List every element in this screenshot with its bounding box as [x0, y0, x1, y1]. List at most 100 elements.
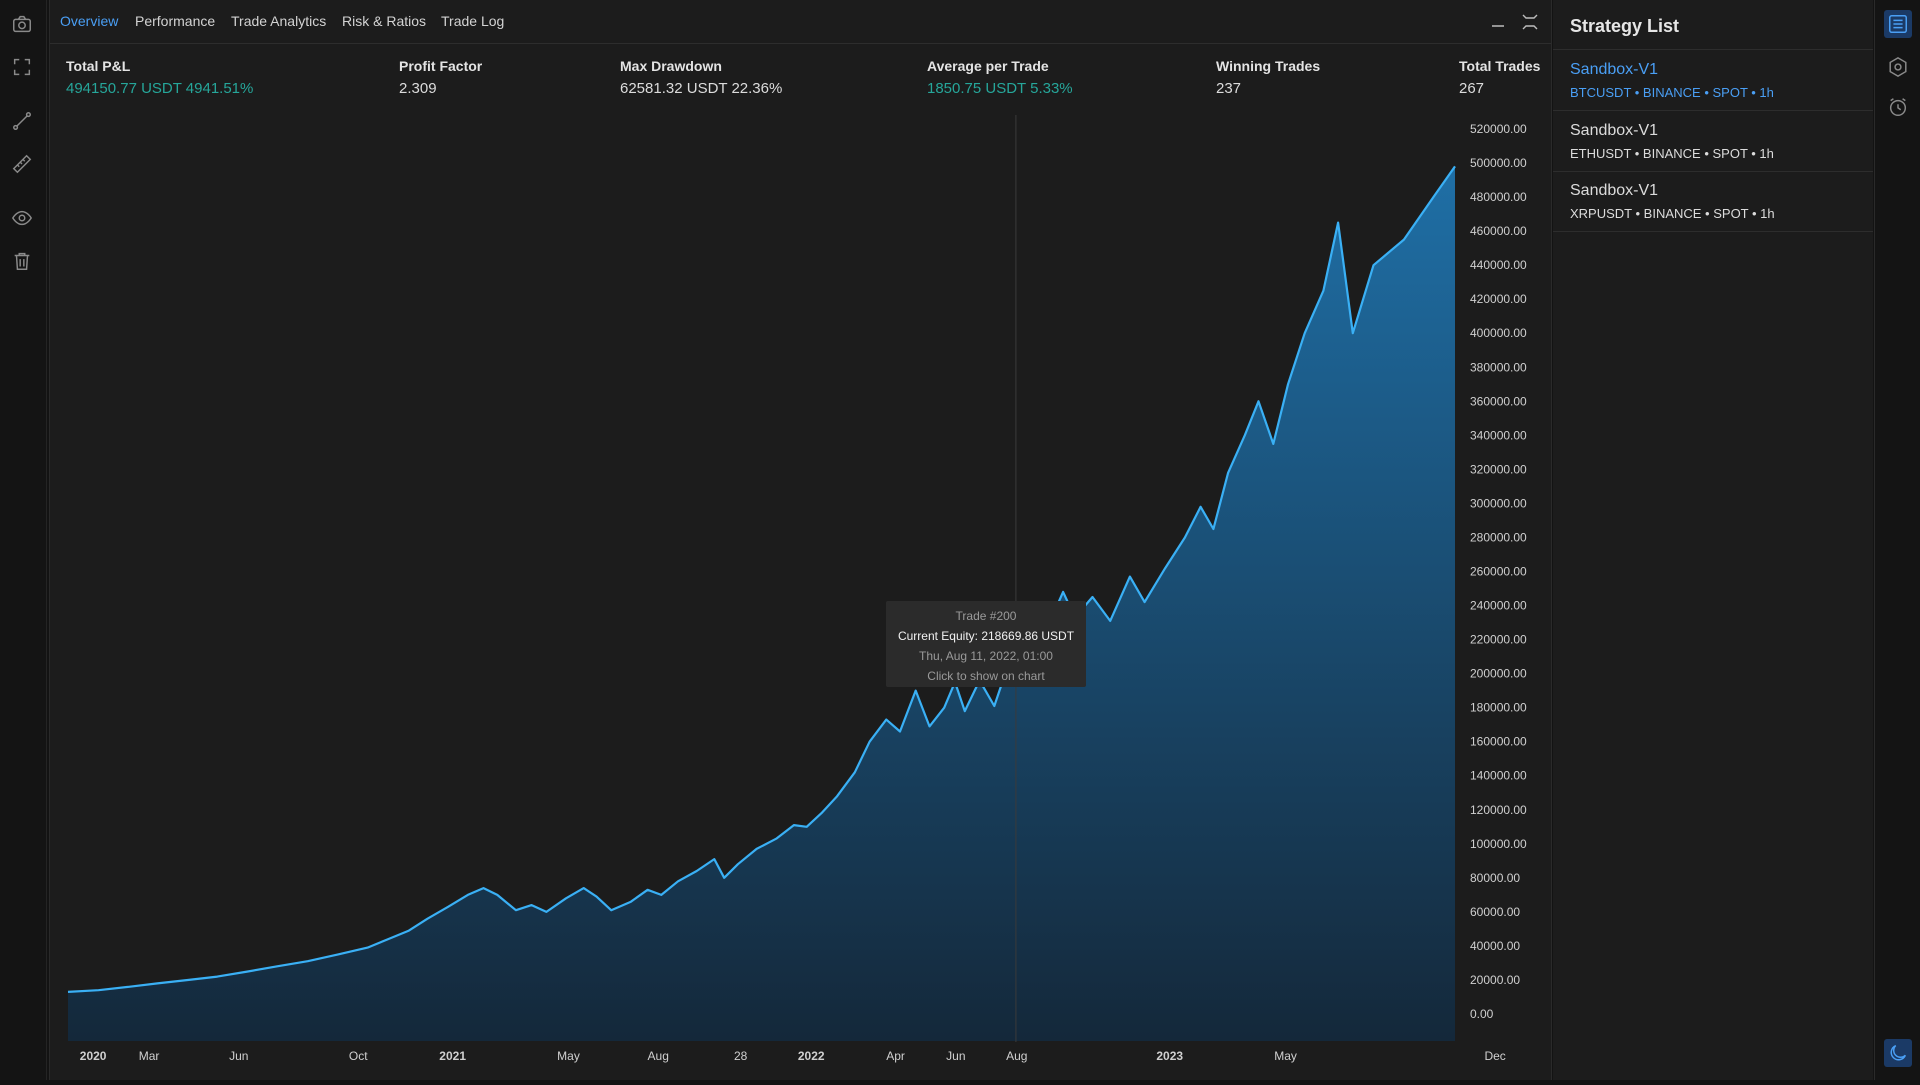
tab-overview[interactable]: Overview [60, 13, 119, 29]
strategy-panel: Strategy List Sandbox-V1 BTCUSDT • BINAN… [1553, 0, 1873, 1080]
minimize-icon[interactable] [1488, 12, 1508, 32]
main-panel: Overview Performance Trade Analytics Ris… [49, 0, 1552, 1080]
tab-trade-analytics[interactable]: Trade Analytics [231, 13, 327, 29]
stat-label: Total Trades [1459, 58, 1541, 74]
y-axis-tick-label: 80000.00 [1470, 871, 1520, 885]
y-axis-tick-label: 520000.00 [1470, 122, 1527, 136]
stat-label: Average per Trade [927, 58, 1049, 74]
fullscreen-icon[interactable] [8, 53, 36, 81]
tab-trade-log[interactable]: Trade Log [441, 13, 505, 29]
y-axis-tick-label: 160000.00 [1470, 735, 1527, 749]
y-axis-tick-label: 0.00 [1470, 1007, 1494, 1021]
y-axis-tick-label: 300000.00 [1470, 496, 1527, 510]
y-axis-tick-label: 240000.00 [1470, 599, 1527, 613]
stat-value: 237 [1216, 80, 1242, 97]
tab-risk-ratios[interactable]: Risk & Ratios [342, 13, 427, 29]
tab-bar: Overview Performance Trade Analytics Ris… [50, 0, 1551, 44]
x-axis-tick-label: Aug [1006, 1049, 1027, 1063]
stat-total-pnl: Total P&L 494150.77 USDT 4941.51% [66, 58, 253, 97]
y-axis-tick-label: 100000.00 [1470, 837, 1527, 851]
camera-icon[interactable] [8, 10, 36, 38]
x-axis-tick-label: Dec [1484, 1049, 1505, 1063]
alarm-clock-icon[interactable] [1884, 93, 1912, 121]
stat-max-drawdown: Max Drawdown 62581.32 USDT 22.36% [620, 58, 782, 97]
equity-chart-svg[interactable]: 520000.00 500000.00 480000.00 460000.00 4400… [50, 110, 1551, 1080]
y-axis-tick-label: 500000.00 [1470, 156, 1527, 170]
strategy-symbol: BTCUSDT • BINANCE • SPOT • 1h [1570, 85, 1774, 100]
eye-settings-icon[interactable] [8, 204, 36, 232]
collapse-icon[interactable] [1520, 12, 1540, 32]
x-axis-tick-label: 2022 [798, 1049, 825, 1063]
x-axis-tick-label: 2020 [80, 1049, 107, 1063]
stats-row: Total P&L 494150.77 USDT 4941.51% Profit… [50, 58, 1551, 103]
stat-value: 1850.75 USDT 5.33% [927, 80, 1073, 97]
x-axis-tick-label: 2023 [1156, 1049, 1183, 1063]
y-axis-tick-label: 140000.00 [1470, 769, 1527, 783]
tooltip-date: Thu, Aug 11, 2022, 01:00 [919, 649, 1053, 663]
strategy-symbol: ETHUSDT • BINANCE • SPOT • 1h [1570, 146, 1774, 161]
tab-performance[interactable]: Performance [135, 13, 216, 29]
list-icon[interactable] [1884, 10, 1912, 38]
x-axis-tick-label: Mar [139, 1049, 160, 1063]
equity-area [68, 166, 1455, 1041]
tooltip-equity: Current Equity: 218669.86 USDT [897, 629, 1075, 643]
stat-winning-trades: Winning Trades 237 [1216, 58, 1320, 97]
x-axis-tick-label: 2021 [439, 1049, 466, 1063]
y-axis-tick-label: 200000.00 [1470, 667, 1527, 681]
y-axis-tick-label: 340000.00 [1470, 428, 1527, 442]
y-axis-tick-label: 460000.00 [1470, 224, 1527, 238]
y-axis-tick-label: 220000.00 [1470, 633, 1527, 647]
stat-average-per-trade: Average per Trade 1850.75 USDT 5.33% [927, 58, 1073, 97]
y-axis-tick-label: 380000.00 [1470, 360, 1527, 374]
stat-profit-factor: Profit Factor 2.309 [399, 58, 482, 97]
y-axis-tick-label: 440000.00 [1470, 258, 1527, 272]
strategy-item[interactable]: Sandbox-V1 BTCUSDT • BINANCE • SPOT • 1h [1553, 50, 1873, 111]
x-axis-tick-label: Aug [648, 1049, 669, 1063]
strategy-symbol: XRPUSDT • BINANCE • SPOT • 1h [1570, 206, 1775, 221]
trend-line-icon[interactable] [8, 107, 36, 135]
settings-icon[interactable] [1884, 53, 1912, 81]
x-axis-tick-label: May [557, 1049, 580, 1063]
x-axis-tick-label: Apr [886, 1049, 905, 1063]
ruler-icon[interactable] [8, 150, 36, 178]
x-axis-tick-label: Jun [946, 1049, 965, 1063]
y-axis-tick-label: 60000.00 [1470, 905, 1520, 919]
strategy-item[interactable]: Sandbox-V1 XRPUSDT • BINANCE • SPOT • 1h [1553, 171, 1873, 232]
y-axis-tick-label: 180000.00 [1470, 701, 1527, 715]
strategy-name: Sandbox-V1 [1570, 182, 1659, 199]
stat-value: 267 [1459, 80, 1485, 97]
strategy-item[interactable]: Sandbox-V1 ETHUSDT • BINANCE • SPOT • 1h [1553, 111, 1873, 172]
tooltip-hint: Click to show on chart [927, 669, 1045, 683]
y-axis-tick-label: 260000.00 [1470, 565, 1527, 579]
strategy-name: Sandbox-V1 [1570, 122, 1659, 139]
stat-value: 2.309 [399, 80, 437, 97]
y-axis-tick-label: 320000.00 [1470, 462, 1527, 476]
stat-label: Profit Factor [399, 58, 483, 74]
y-axis-tick-label: 480000.00 [1470, 190, 1527, 204]
stat-label: Max Drawdown [620, 58, 722, 74]
x-axis-tick-label: May [1274, 1049, 1297, 1063]
divider [1553, 49, 1873, 50]
y-axis-tick-label: 20000.00 [1470, 973, 1520, 987]
panel-title: Strategy List [1570, 16, 1680, 36]
y-axis-tick-label: 120000.00 [1470, 803, 1527, 817]
trade-tooltip[interactable]: Trade #200 Current Equity: 218669.86 USD… [886, 601, 1086, 687]
stat-total-trades: Total Trades 267 [1459, 58, 1540, 97]
y-axis-tick-label: 40000.00 [1470, 939, 1520, 953]
equity-chart[interactable]: 520000.00 500000.00 480000.00 460000.00 4400… [50, 110, 1551, 1080]
x-axis-tick-label: 28 [734, 1049, 748, 1063]
left-toolbar [0, 0, 47, 1080]
y-axis-tick-label: 280000.00 [1470, 530, 1527, 544]
y-axis-tick-label: 400000.00 [1470, 326, 1527, 340]
x-axis-tick-label: Oct [349, 1049, 368, 1063]
right-toolbar [1874, 0, 1920, 1080]
tooltip-trade: Trade #200 [955, 609, 1017, 623]
stat-value: 62581.32 USDT 22.36% [620, 80, 783, 97]
stat-label: Total P&L [66, 58, 131, 74]
trash-icon[interactable] [8, 247, 36, 275]
y-axis-tick-label: 420000.00 [1470, 292, 1527, 306]
stat-label: Winning Trades [1216, 58, 1321, 74]
equity-line [67, 165, 1456, 993]
moon-icon[interactable] [1884, 1039, 1912, 1067]
strategy-name: Sandbox-V1 [1570, 61, 1659, 78]
